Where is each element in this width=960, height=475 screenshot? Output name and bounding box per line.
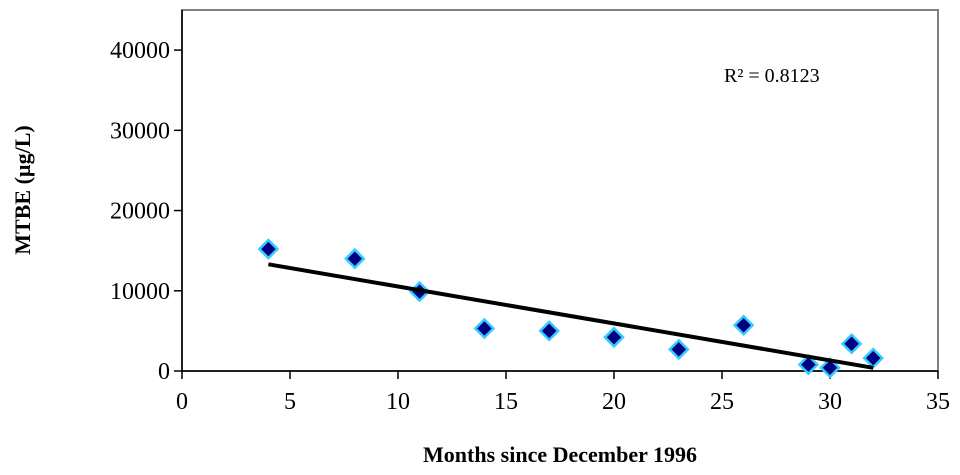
data-point: [603, 326, 625, 349]
y-axis-title: MTBE (µg/L): [10, 125, 35, 254]
data-point: [862, 347, 884, 369]
y-tick-label: 40000: [110, 38, 170, 64]
y-tick-label: 20000: [110, 199, 170, 225]
data-point: [257, 238, 280, 260]
x-tick-label: 10: [386, 389, 410, 415]
x-tick-label: 35: [926, 389, 950, 415]
data-point: [819, 357, 841, 379]
x-tick-label: 15: [494, 389, 518, 415]
x-tick-label: 5: [284, 389, 296, 415]
x-tick-label: 0: [176, 389, 188, 415]
plot-area: [181, 9, 939, 372]
r-squared-annotation: R² = 0.8123: [724, 65, 820, 87]
data-point: [840, 332, 863, 355]
x-tick-label: 30: [818, 389, 842, 415]
data-point: [668, 338, 690, 361]
data-point: [732, 314, 755, 337]
data-point: [473, 317, 496, 340]
data-point: [344, 247, 366, 270]
data-point: [538, 320, 560, 342]
trendline: [268, 262, 874, 370]
y-tick-label: 0: [158, 359, 170, 385]
y-tick-label: 10000: [110, 279, 170, 305]
y-tick-label: 30000: [110, 118, 170, 144]
x-tick-label: 25: [710, 389, 734, 415]
x-tick-label: 20: [602, 389, 626, 415]
x-axis-title: Months since December 1996: [423, 442, 697, 467]
data-point: [797, 353, 820, 376]
